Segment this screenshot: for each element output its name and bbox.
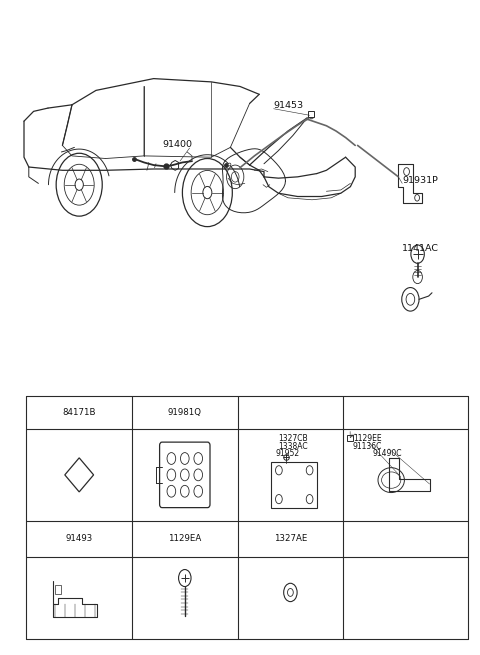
Text: 91931P: 91931P <box>402 176 438 185</box>
Text: 91952: 91952 <box>275 449 299 458</box>
Text: 1129EE: 1129EE <box>353 434 382 443</box>
Text: 91400: 91400 <box>162 140 192 149</box>
Text: 1338AC: 1338AC <box>278 442 308 451</box>
Bar <box>55 585 61 595</box>
Text: 1327AE: 1327AE <box>274 534 307 543</box>
Bar <box>26 396 468 639</box>
Text: 91981Q: 91981Q <box>168 408 202 417</box>
Text: 84171B: 84171B <box>62 408 96 417</box>
Text: 91453: 91453 <box>274 101 304 110</box>
Text: 1141AC: 1141AC <box>402 244 439 253</box>
Text: 91493: 91493 <box>66 534 93 543</box>
Text: 91490C: 91490C <box>373 449 402 458</box>
Bar <box>272 462 317 508</box>
Text: 1327CB: 1327CB <box>278 434 308 443</box>
Bar <box>0 0 480 380</box>
Text: 1129EA: 1129EA <box>168 534 202 543</box>
Text: 91136C: 91136C <box>353 442 382 451</box>
